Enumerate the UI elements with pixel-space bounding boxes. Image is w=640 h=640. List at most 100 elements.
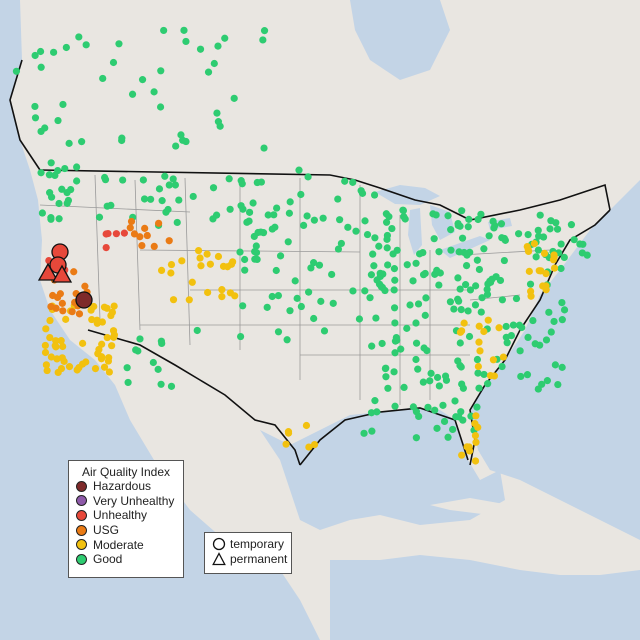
permanent-label: permanent bbox=[230, 551, 288, 566]
station-marker bbox=[328, 270, 336, 279]
station-marker bbox=[367, 409, 376, 417]
station-marker bbox=[132, 346, 140, 354]
station-marker bbox=[218, 286, 226, 294]
station-marker bbox=[104, 229, 112, 238]
station-marker bbox=[225, 175, 233, 183]
station-marker bbox=[231, 292, 239, 300]
station-marker bbox=[150, 242, 158, 251]
station-marker bbox=[167, 269, 175, 277]
station-marker bbox=[446, 298, 455, 306]
station-marker bbox=[367, 271, 376, 279]
station-marker bbox=[400, 383, 408, 392]
station-marker bbox=[59, 100, 67, 109]
station-marker bbox=[285, 209, 293, 217]
legend-label: Unhealthy bbox=[93, 508, 148, 523]
station-marker bbox=[120, 229, 128, 237]
station-marker bbox=[529, 316, 537, 325]
legend-item-good: Good bbox=[69, 552, 183, 567]
station-marker bbox=[177, 131, 185, 139]
station-marker bbox=[557, 264, 565, 273]
station-marker bbox=[37, 169, 45, 177]
station-marker bbox=[406, 301, 414, 309]
station-marker bbox=[547, 217, 555, 225]
station-marker bbox=[172, 142, 180, 150]
station-marker bbox=[110, 302, 118, 310]
station-marker bbox=[472, 438, 480, 446]
triangle-icon bbox=[212, 551, 226, 566]
station-marker bbox=[382, 218, 391, 226]
station-marker bbox=[474, 362, 482, 371]
station-marker bbox=[420, 344, 428, 352]
station-marker bbox=[373, 408, 381, 416]
station-marker bbox=[110, 333, 118, 341]
station-marker bbox=[239, 302, 247, 310]
station-marker bbox=[75, 364, 83, 372]
station-marker bbox=[100, 303, 109, 311]
station-marker bbox=[54, 116, 62, 125]
station-marker bbox=[390, 265, 399, 273]
station-marker bbox=[501, 236, 509, 244]
station-marker bbox=[73, 177, 81, 185]
station-marker bbox=[251, 255, 259, 263]
station-marker bbox=[558, 316, 566, 324]
station-marker bbox=[534, 385, 542, 393]
station-marker bbox=[375, 242, 383, 250]
hispaniola bbox=[550, 522, 595, 538]
station-marker bbox=[214, 42, 222, 50]
station-marker bbox=[143, 231, 151, 240]
station-marker bbox=[218, 293, 226, 301]
station-marker bbox=[12, 67, 21, 75]
station-marker bbox=[304, 173, 312, 181]
station-marker bbox=[284, 429, 293, 437]
station-marker bbox=[525, 267, 533, 275]
station-marker bbox=[303, 212, 311, 220]
station-marker bbox=[540, 249, 549, 258]
station-marker bbox=[310, 314, 318, 323]
station-marker bbox=[128, 90, 137, 98]
station-marker bbox=[175, 196, 183, 204]
station-marker bbox=[196, 254, 204, 262]
station-marker bbox=[53, 355, 61, 363]
station-marker bbox=[47, 353, 55, 361]
puerto-rico bbox=[605, 553, 626, 561]
station-marker bbox=[463, 443, 471, 451]
aqi-legend: Air Quality Index Hazardous Very Unhealt… bbox=[68, 460, 184, 578]
station-marker bbox=[284, 238, 292, 246]
station-marker bbox=[363, 230, 372, 239]
station-marker bbox=[210, 59, 218, 68]
station-marker bbox=[63, 189, 71, 197]
station-marker bbox=[515, 230, 523, 238]
station-marker bbox=[98, 353, 106, 361]
hudson-bay bbox=[350, 0, 450, 80]
station-marker bbox=[54, 167, 62, 175]
station-marker bbox=[52, 304, 60, 312]
station-marker bbox=[63, 199, 71, 207]
station-marker bbox=[78, 138, 86, 146]
station-marker bbox=[221, 34, 229, 42]
station-marker bbox=[320, 327, 329, 335]
very-unhealthy-swatch bbox=[76, 495, 87, 507]
station-marker bbox=[456, 361, 464, 370]
station-marker bbox=[370, 262, 378, 270]
station-marker bbox=[305, 443, 313, 451]
station-marker bbox=[536, 211, 544, 219]
station-marker bbox=[124, 378, 132, 387]
station-marker bbox=[474, 215, 482, 224]
station-marker bbox=[341, 177, 349, 185]
station-marker bbox=[213, 211, 221, 219]
station-marker bbox=[352, 227, 360, 235]
station-marker bbox=[475, 322, 483, 330]
station-marker bbox=[136, 335, 144, 343]
station-marker bbox=[88, 315, 96, 324]
station-marker bbox=[460, 319, 468, 327]
station-marker bbox=[136, 233, 144, 241]
station-marker bbox=[189, 192, 197, 201]
station-marker bbox=[464, 307, 472, 315]
station-marker bbox=[475, 384, 483, 392]
station-marker bbox=[119, 176, 127, 184]
station-marker bbox=[270, 211, 278, 219]
station-marker bbox=[361, 217, 369, 225]
station-marker bbox=[473, 355, 482, 364]
station-marker bbox=[197, 262, 205, 270]
station-marker bbox=[456, 285, 464, 293]
